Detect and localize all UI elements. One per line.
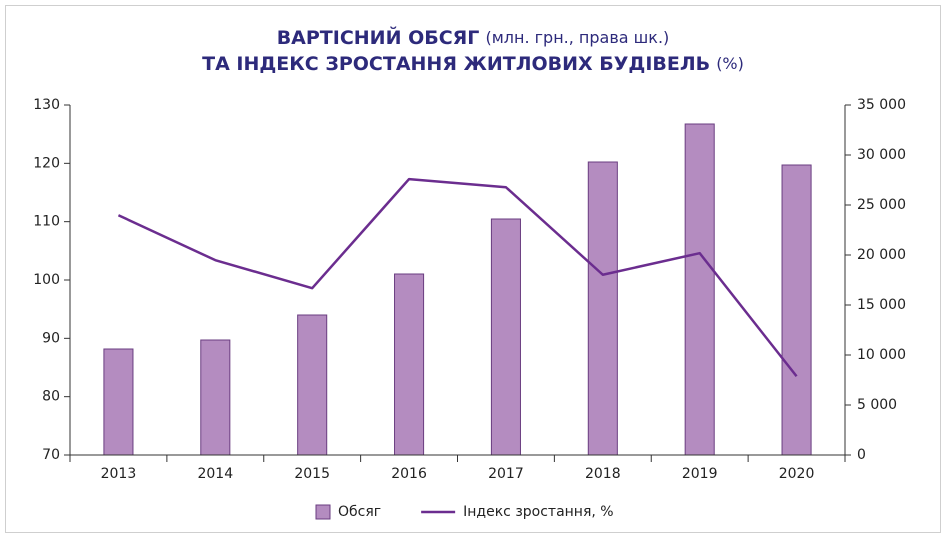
- y2-tick-label: 5 000: [857, 397, 897, 413]
- y-tick-label: 100: [33, 272, 60, 288]
- title-part: (%): [716, 54, 744, 73]
- legend-label: Обсяг: [338, 504, 381, 520]
- y-tick-label: 70: [42, 447, 60, 463]
- title-part: ВАРТІСНИЙ ОБСЯГ: [277, 26, 480, 49]
- x-tick-label: 2020: [779, 466, 815, 482]
- bar: [394, 273, 425, 456]
- x-tick-label: 2016: [391, 466, 427, 482]
- x-tick-label: 2015: [294, 466, 330, 482]
- y2-tick-label: 35 000: [857, 97, 906, 113]
- bar: [200, 339, 231, 456]
- y2-tick-label: 20 000: [857, 247, 906, 263]
- bar: [781, 164, 812, 456]
- x-tick-label: 2014: [197, 466, 233, 482]
- chart-title: ВАРТІСНИЙ ОБСЯГ (млн. грн., права шк.): [277, 26, 670, 49]
- legend-swatch: [315, 504, 331, 520]
- bar: [103, 348, 134, 456]
- y-tick-label: 130: [33, 97, 60, 113]
- y-tick-label: 80: [42, 389, 60, 405]
- y2-tick-label: 25 000: [857, 197, 906, 213]
- line: [117, 177, 798, 378]
- bar: [684, 123, 715, 456]
- y-tick-label: 90: [42, 330, 60, 346]
- y2-tick-label: 30 000: [857, 147, 906, 163]
- y2-tick-label: 0: [857, 447, 866, 463]
- title-part: ТА ІНДЕКС ЗРОСТАННЯ ЖИТЛОВИХ БУДІВЕЛЬ: [202, 53, 710, 75]
- x-tick-label: 2019: [682, 466, 718, 482]
- y2-tick-label: 10 000: [857, 347, 906, 363]
- bar: [490, 218, 521, 456]
- chart-title: ТА ІНДЕКС ЗРОСТАННЯ ЖИТЛОВИХ БУДІВЕЛЬ (%…: [202, 53, 744, 75]
- title-part: (млн. грн., права шк.): [485, 28, 669, 47]
- y-tick-label: 110: [33, 214, 60, 230]
- x-tick-label: 2017: [488, 466, 524, 482]
- bar: [297, 314, 328, 456]
- x-tick-label: 2018: [585, 466, 621, 482]
- y-tick-label: 120: [33, 155, 60, 171]
- legend-label: Індекс зростання, %: [463, 504, 613, 520]
- x-tick-label: 2013: [101, 466, 137, 482]
- y2-tick-label: 15 000: [857, 297, 906, 313]
- bar: [587, 161, 618, 456]
